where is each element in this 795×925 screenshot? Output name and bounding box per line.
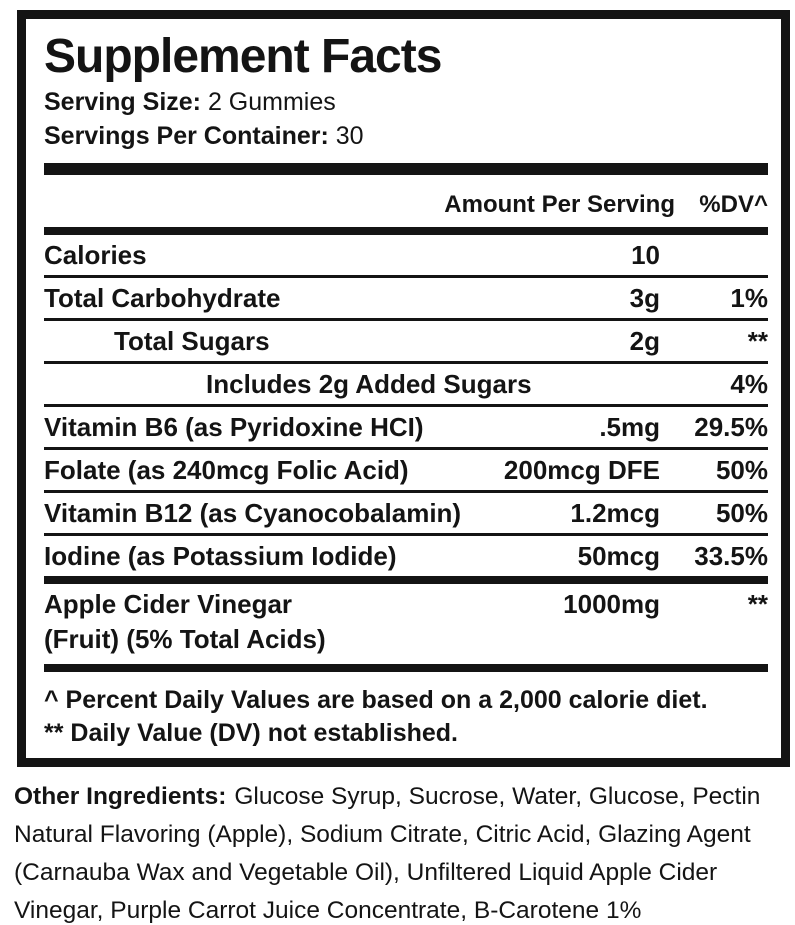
table-row-calories: Calories 10 [44,235,768,275]
nutrient-dv: 29.5% [694,412,768,442]
apple-cider-vinegar-subline: (Fruit) (5% Total Acids) [44,624,326,654]
nutrient-name: Total Sugars [114,326,270,356]
nutrient-name: Calories [44,240,147,270]
row-divider [44,275,768,278]
row-divider [44,533,768,536]
servings-per-container-label: Servings Per Container: [44,122,329,150]
nutrient-amount: 2g [629,326,660,356]
nutrient-name: Iodine (as Potassium Iodide) [44,541,397,571]
other-ingredients-paragraph: Other Ingredients: Glucose Syrup, Sucrose… [14,778,784,925]
nutrient-amount: .5mg [599,412,660,442]
serving-size-value: 2 Gummies [207,88,336,116]
footnote-dv-not-established: ** Daily Value (DV) not established. [44,719,459,747]
nutrient-name: Apple Cider Vinegar [44,589,293,619]
nutrient-dv: ** [747,589,768,619]
column-header-dv: %DV^ [699,191,768,218]
other-ingredients-label: Other Ingredients: [14,783,227,810]
row-divider [44,404,768,407]
serving-size-label: Serving Size: [44,88,201,116]
nutrient-amount: 10 [631,240,660,270]
row-divider [44,490,768,493]
servings-per-container-value: 30 [335,122,364,150]
footnote-daily-values: ^ Percent Daily Values are based on a 2,… [44,686,708,714]
nutrient-amount: 1000mg [563,589,660,619]
divider-acv [44,576,768,584]
table-row-total-carbohydrate: Total Carbohydrate 3g 1% [44,278,768,318]
nutrient-name: Includes 2g Added Sugars [206,369,532,399]
nutrient-amount: 3g [629,283,660,313]
nutrient-amount: 1.2mcg [570,498,660,528]
nutrient-name: Vitamin B12 (as Cyanocobalamin) [44,498,462,528]
table-row-vitamin-b12: Vitamin B12 (as Cyanocobalamin) 1.2mcg 5… [44,493,768,533]
supplement-facts-panel: Supplement Facts Serving Size: 2 Gummies… [17,10,790,767]
nutrient-amount: 200mcg DFE [503,455,660,485]
table-row-total-sugars: Total Sugars 2g ** [44,321,768,361]
table-row-iodine: Iodine (as Potassium Iodide) 50mcg 33.5% [44,536,768,576]
row-divider [44,447,768,450]
nutrient-name: Vitamin B6 (as Pyridoxine HCI) [44,412,424,442]
table-row-added-sugars: Includes 2g Added Sugars 4% [44,364,768,404]
serving-size-line: Serving Size: 2 Gummies [44,85,768,119]
servings-per-container-line: Servings Per Container: 30 [44,119,768,153]
row-divider [44,361,768,364]
footnotes-section: ^ Percent Daily Values are based on a 2,… [44,672,768,750]
nutrient-dv: 33.5% [694,541,768,571]
nutrient-name: Total Carbohydrate [44,283,281,313]
divider-header [44,227,768,235]
nutrient-dv: 50% [715,455,768,485]
nutrient-dv: 4% [730,369,768,399]
table-row-vitamin-b6: Vitamin B6 (as Pyridoxine HCI) .5mg 29.5… [44,407,768,447]
column-header-amount: Amount Per Serving [444,191,675,218]
table-row-apple-cider-vinegar: Apple Cider Vinegar 1000mg ** [44,584,768,618]
page-title: Supplement Facts [44,30,442,83]
table-header-row: Amount Per Serving %DV^ [44,175,768,227]
nutrient-dv: ** [747,326,768,356]
nutrient-dv: 1% [730,283,768,313]
divider-footnotes [44,664,768,672]
nutrient-dv: 50% [715,498,768,528]
nutrient-name: Folate (as 240mcg Folic Acid) [44,455,409,485]
row-divider [44,318,768,321]
nutrient-amount: 50mcg [577,541,660,571]
other-ingredients-text: Glucose Syrup, Sucrose, Water, Glucose, … [14,783,761,924]
divider-thick-top [44,163,768,175]
table-row-folate: Folate (as 240mcg Folic Acid) 200mcg DFE… [44,450,768,490]
